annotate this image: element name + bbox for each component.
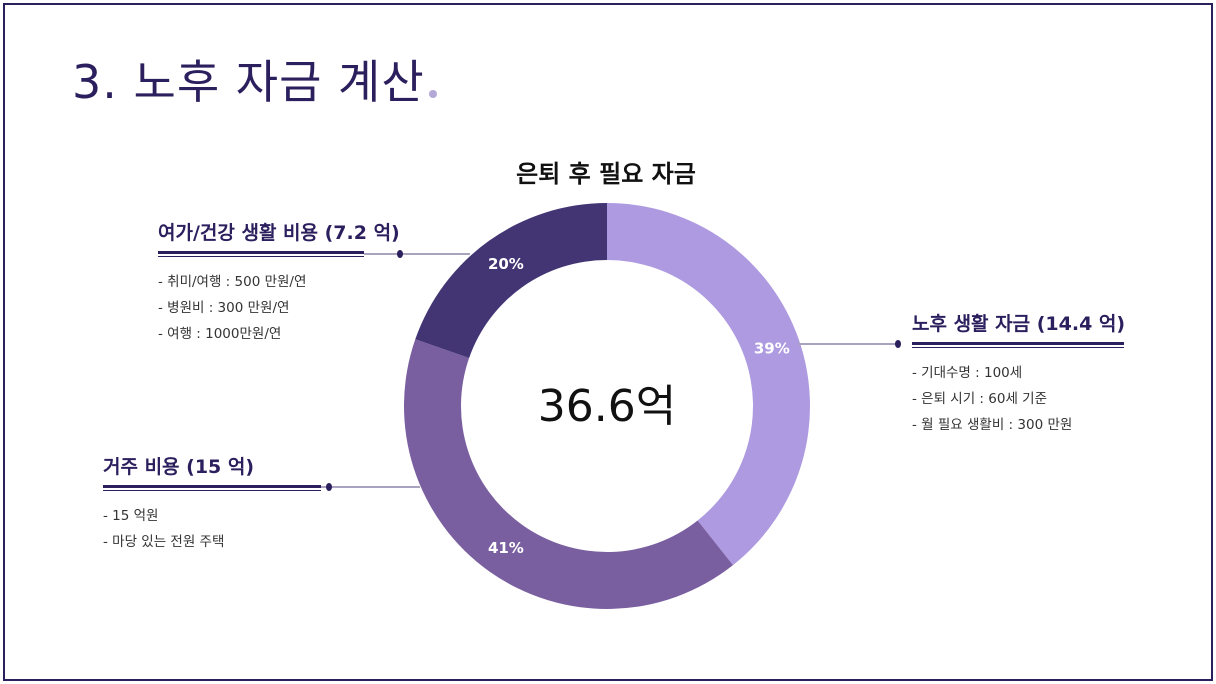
leader-lines [321, 250, 901, 491]
page-title: 3. 노후 자금 계산 [72, 46, 437, 112]
callout-living-item: - 월 필요 생활비 : 300 만원 [912, 417, 1073, 433]
callout-leisure-item: - 여행 : 1000만원/연 [158, 326, 282, 342]
donut-slice [607, 203, 810, 566]
callout-living: 노후 생활 자금 (14.4 억) - 기대수명 : 100세 - 은퇴 시기 … [912, 309, 1126, 438]
percent-label: 20% [488, 255, 524, 273]
leader-dot [326, 483, 332, 491]
percent-labels: 39% 41% 20% [488, 255, 790, 557]
center-total-label: 36.6억 [538, 381, 676, 432]
leader-dot [895, 340, 901, 348]
callout-leisure-item: - 취미/여행 : 500 만원/연 [158, 274, 307, 290]
callout-living-title: 노후 생활 자금 (14.4 억) [912, 313, 1126, 335]
callout-leisure-item: - 병원비 : 300 만원/연 [158, 300, 290, 316]
donut-slices [404, 203, 810, 609]
leader-dot [397, 250, 403, 258]
percent-label: 39% [754, 340, 790, 358]
callout-housing-item: - 15 억원 [103, 508, 159, 524]
callout-housing-rule [103, 485, 321, 491]
callout-housing-title: 거주 비용 (15 억) [103, 456, 255, 478]
callout-leisure-rule [158, 251, 364, 257]
callout-housing: 거주 비용 (15 억) - 15 억원 - 마당 있는 전원 주택 [103, 452, 321, 555]
callout-housing-item: - 마당 있는 전원 주택 [103, 534, 225, 550]
donut-slice [415, 203, 607, 359]
callout-living-item: - 은퇴 시기 : 60세 기준 [912, 391, 1047, 407]
donut-slice [404, 339, 733, 609]
percent-label: 41% [488, 539, 524, 557]
callout-living-item: - 기대수명 : 100세 [912, 365, 1023, 381]
callout-leisure-title: 여가/건강 생활 비용 (7.2 억) [158, 222, 400, 244]
title-dot [428, 90, 437, 98]
chart-title: 은퇴 후 필요 자금 [516, 160, 696, 188]
callout-living-rule [912, 342, 1124, 348]
callout-leisure: 여가/건강 생활 비용 (7.2 억) - 취미/여행 : 500 만원/연 -… [158, 218, 400, 347]
